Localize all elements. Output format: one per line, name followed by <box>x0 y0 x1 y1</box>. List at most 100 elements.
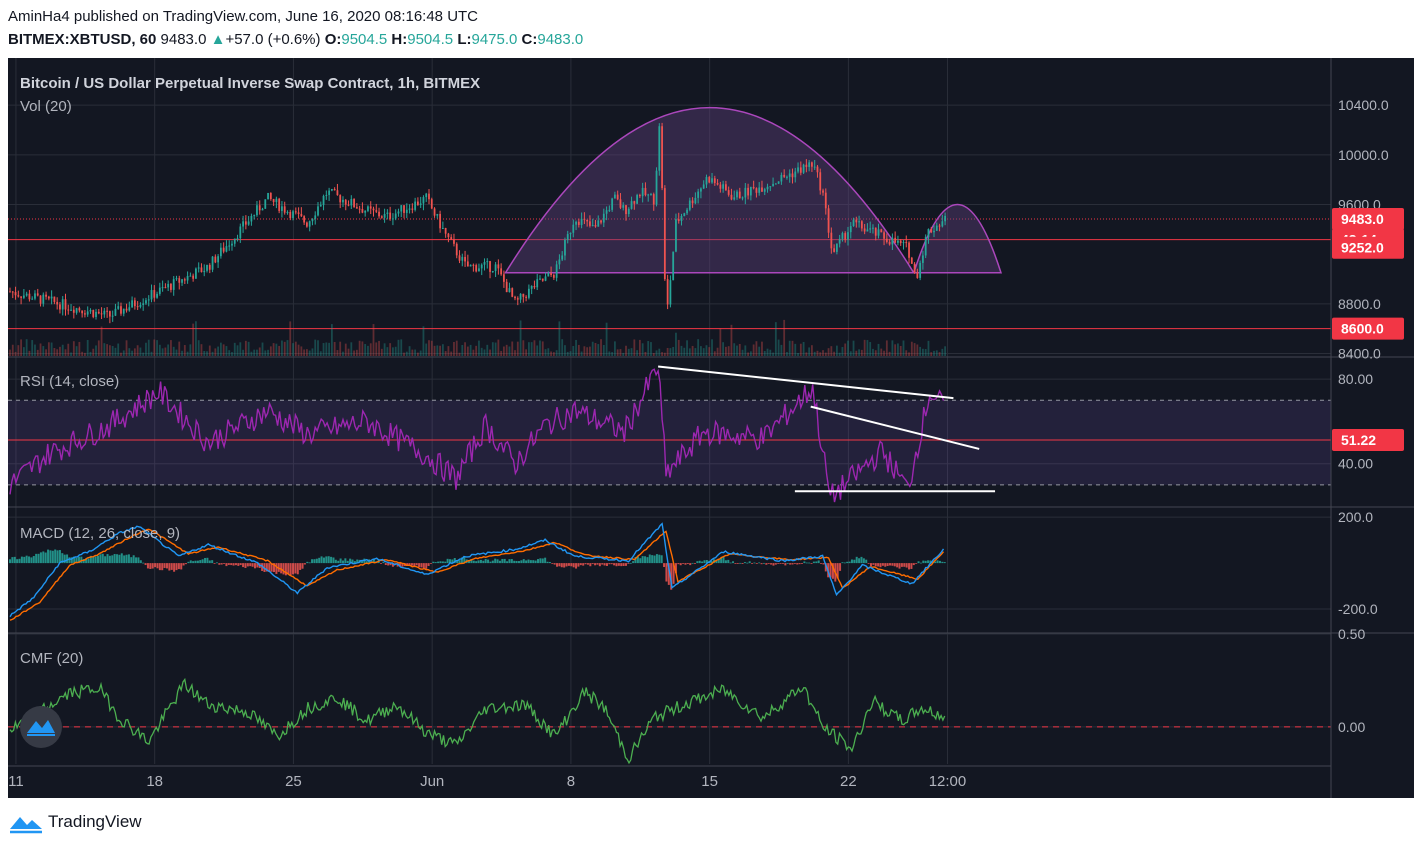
macd-histogram-bar <box>605 563 608 566</box>
volume-bar <box>108 345 111 356</box>
macd-histogram-bar <box>577 563 580 567</box>
candle-body <box>172 279 175 290</box>
chart-area[interactable]: Bitcoin / US Dollar Perpetual Inverse Sw… <box>8 58 1414 798</box>
candle-body <box>519 293 522 300</box>
volume-bar <box>428 340 430 356</box>
volume-bar <box>819 352 822 356</box>
candle-body <box>414 201 417 210</box>
y-tick-labels: 10400.010000.09600.08800.08400.080.0040.… <box>1338 97 1389 735</box>
macd-histogram-bar <box>936 560 939 564</box>
macd-histogram-bar <box>427 563 430 566</box>
macd-histogram-bar <box>534 560 537 564</box>
tradingview-logo-icon[interactable] <box>8 811 44 835</box>
macd-histogram-bar <box>194 560 197 564</box>
macd-histogram-bar <box>855 556 858 564</box>
macd-histogram-bar <box>130 557 133 564</box>
publication-header: AminHa4 published on TradingView.com, Ju… <box>0 0 1422 56</box>
candle-body <box>111 315 114 317</box>
volume-bar <box>835 345 838 356</box>
volume-bar <box>89 351 92 356</box>
macd-histogram-bar <box>182 563 185 566</box>
candle-body <box>641 187 644 197</box>
macd-histogram-bar <box>118 554 121 564</box>
volume-bar <box>225 346 228 356</box>
volume-bar <box>95 345 97 356</box>
volume-bar <box>758 346 761 356</box>
macd-pane[interactable]: MACD (12, 26, close, 9) <box>9 522 946 621</box>
macd-histogram-bar <box>146 563 149 569</box>
volume-bar <box>686 340 688 356</box>
macd-histogram-bar <box>44 552 47 564</box>
volume-bar <box>267 349 269 356</box>
symbol-label[interactable]: BITMEX:XBTUSD, 60 <box>8 31 157 48</box>
macd-histogram-bar <box>422 563 425 569</box>
candle-body <box>330 188 333 191</box>
macd-histogram-bar <box>344 558 347 564</box>
candle-body <box>211 256 214 270</box>
macd-histogram-bar <box>693 563 696 564</box>
macd-histogram-bar <box>703 560 706 564</box>
volume-bar <box>367 345 369 356</box>
candle-body <box>95 311 97 317</box>
volume-bar <box>572 346 575 356</box>
volume-bar <box>192 323 195 356</box>
macd-histogram-bar <box>327 556 330 564</box>
macd-histogram-bar <box>154 563 157 568</box>
candle-body <box>755 188 758 193</box>
candle-body <box>53 296 56 302</box>
macd-histogram-bar <box>672 563 675 584</box>
volume-bar <box>847 340 849 356</box>
candle-body <box>197 267 200 269</box>
volume-bar <box>64 349 67 356</box>
candle-body <box>763 189 766 192</box>
time-axis[interactable]: 11 18 25 Jun 8 15 22 12:00 <box>8 765 1331 790</box>
tradingview-brand[interactable]: TradingView <box>48 812 142 831</box>
price-pane[interactable]: Bitcoin / US Dollar Perpetual Inverse Sw… <box>8 75 1331 356</box>
volume-bar <box>311 348 314 356</box>
macd-histogram-bar <box>173 563 176 572</box>
macd-histogram-bar <box>850 559 853 564</box>
macd-histogram-bar <box>56 550 59 564</box>
volume-bar <box>860 349 863 356</box>
rsi-pane[interactable]: RSI (14, close) <box>8 365 1331 503</box>
candle-body <box>275 198 278 203</box>
high-label: H: <box>391 31 408 48</box>
volume-bar <box>416 352 419 356</box>
macd-histogram-bar <box>831 563 834 579</box>
candle-body <box>222 247 225 252</box>
candle-body <box>242 221 244 227</box>
cmf-pane[interactable]: CMF (20) <box>8 650 1331 765</box>
macd-histogram-bar <box>563 563 566 568</box>
price-change: +57.0 (+0.6%) <box>225 31 321 48</box>
volume-bar <box>863 339 866 356</box>
tradingview-badge[interactable] <box>20 706 62 748</box>
macd-histogram-bar <box>47 549 50 564</box>
price-scale[interactable]: 10400.010000.09600.08800.08400.080.0040.… <box>1330 58 1404 798</box>
macd-histogram-bar <box>301 563 304 569</box>
macd-histogram-bar <box>132 555 135 564</box>
macd-histogram-bar <box>106 554 109 564</box>
volume-bar <box>910 341 913 356</box>
macd-histogram-bar <box>23 556 26 564</box>
volume-bar <box>242 349 244 356</box>
macd-histogram-bar <box>77 556 80 564</box>
volume-bar <box>447 346 450 356</box>
macd-histogram-bar <box>282 563 285 575</box>
candle-body <box>108 311 111 317</box>
candle-body <box>539 278 541 280</box>
candle-body <box>128 307 131 311</box>
macd-histogram-bar <box>123 555 126 564</box>
macd-histogram-bar <box>670 563 673 590</box>
cup-pattern[interactable] <box>504 106 916 274</box>
volume-bar <box>286 340 289 356</box>
volume-bar <box>716 347 719 356</box>
volume-bar <box>319 351 322 356</box>
volume-bar <box>802 341 805 356</box>
volume-bar <box>161 348 164 356</box>
candle-body <box>28 293 31 300</box>
candle-body <box>103 310 106 315</box>
chart-svg[interactable]: Bitcoin / US Dollar Perpetual Inverse Sw… <box>8 58 1414 798</box>
candle-body <box>627 208 630 215</box>
rsi-badge-bg <box>1332 428 1404 451</box>
candle-body <box>541 278 544 281</box>
